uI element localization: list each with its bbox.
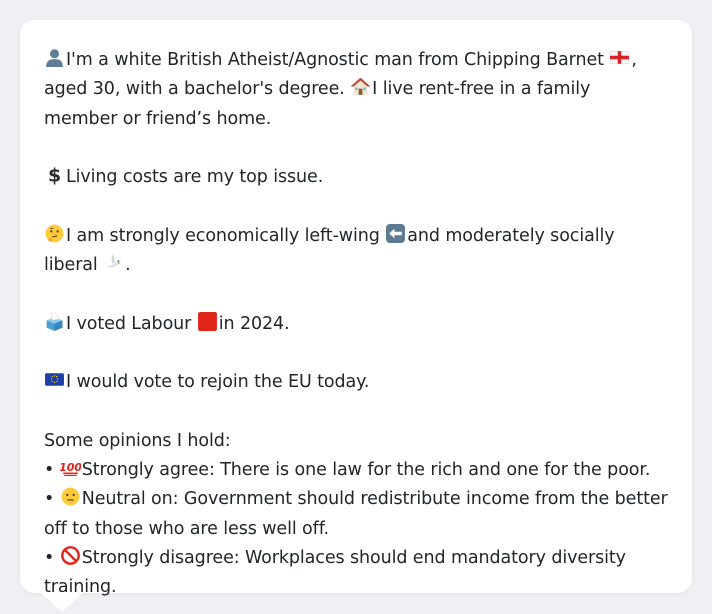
eu-paragraph: I would vote to rejoin the EU today.	[44, 368, 668, 397]
speech-bubble-tail	[40, 592, 84, 612]
ideology-text: I am strongly economically left-wing	[66, 225, 380, 246]
left-arrow-icon	[385, 223, 406, 244]
profile-card: I'm a white British Atheist/Agnostic man…	[20, 20, 692, 597]
opinion-text: Neutral on: Government should redistribu…	[44, 489, 668, 539]
opinion-item: • 100 Strongly agree: There is one law f…	[44, 456, 668, 485]
thinking-face-icon	[44, 223, 65, 244]
opinion-item: • Strongly disagree: Workplaces should e…	[44, 544, 668, 603]
dollar-sign-icon: $	[44, 164, 65, 186]
vote-text: I voted Labour	[66, 313, 192, 334]
svg-text:100: 100	[60, 461, 81, 474]
england-flag-icon	[609, 47, 630, 68]
vote-paragraph: I voted Labour in 2024.	[44, 310, 668, 339]
svg-text:$: $	[48, 165, 61, 186]
ideology-paragraph: I am strongly economically left-wing and…	[44, 222, 668, 281]
neutral-face-icon	[60, 486, 81, 507]
opinion-item: • Neutral on: Government should redistri…	[44, 485, 668, 544]
housing-text: I live rent-free in a family member or f…	[44, 79, 591, 129]
issue-paragraph: $ Living costs are my top issue.	[44, 163, 668, 192]
bullet: •	[44, 460, 55, 481]
opinions-section: Some opinions I hold: • 100 Strongly agr…	[44, 427, 668, 603]
eu-text: I would vote to rejoin the EU today.	[66, 372, 370, 393]
intro-text: I'm a white British Atheist/Agnostic man…	[66, 50, 604, 70]
bust-silhouette-icon	[44, 47, 65, 68]
prohibited-icon	[60, 545, 81, 566]
intro-paragraph: I'm a white British Atheist/Agnostic man…	[44, 46, 668, 134]
ideology-text-cont: and moderately socially liberal	[44, 225, 615, 276]
vote-text-cont: in 2024.	[218, 313, 290, 334]
house-icon	[350, 76, 371, 97]
opinions-heading: Some opinions I hold:	[44, 430, 231, 451]
issue-text: Living costs are my top issue.	[66, 167, 324, 188]
ideology-period: .	[125, 255, 131, 276]
dove-icon	[103, 252, 124, 273]
eu-flag-icon	[44, 369, 65, 390]
opinion-text: Strongly agree: There is one law for the…	[81, 460, 651, 481]
intro-text-cont: , aged 30, with a bachelor's degree.	[44, 50, 637, 100]
hundred-points-icon: 100	[60, 457, 81, 478]
ballot-box-icon	[44, 311, 65, 332]
red-square-icon	[197, 311, 218, 332]
opinion-text: Strongly disagree: Workplaces should end…	[44, 548, 626, 598]
bullet: •	[44, 489, 55, 510]
bullet: •	[44, 548, 55, 569]
